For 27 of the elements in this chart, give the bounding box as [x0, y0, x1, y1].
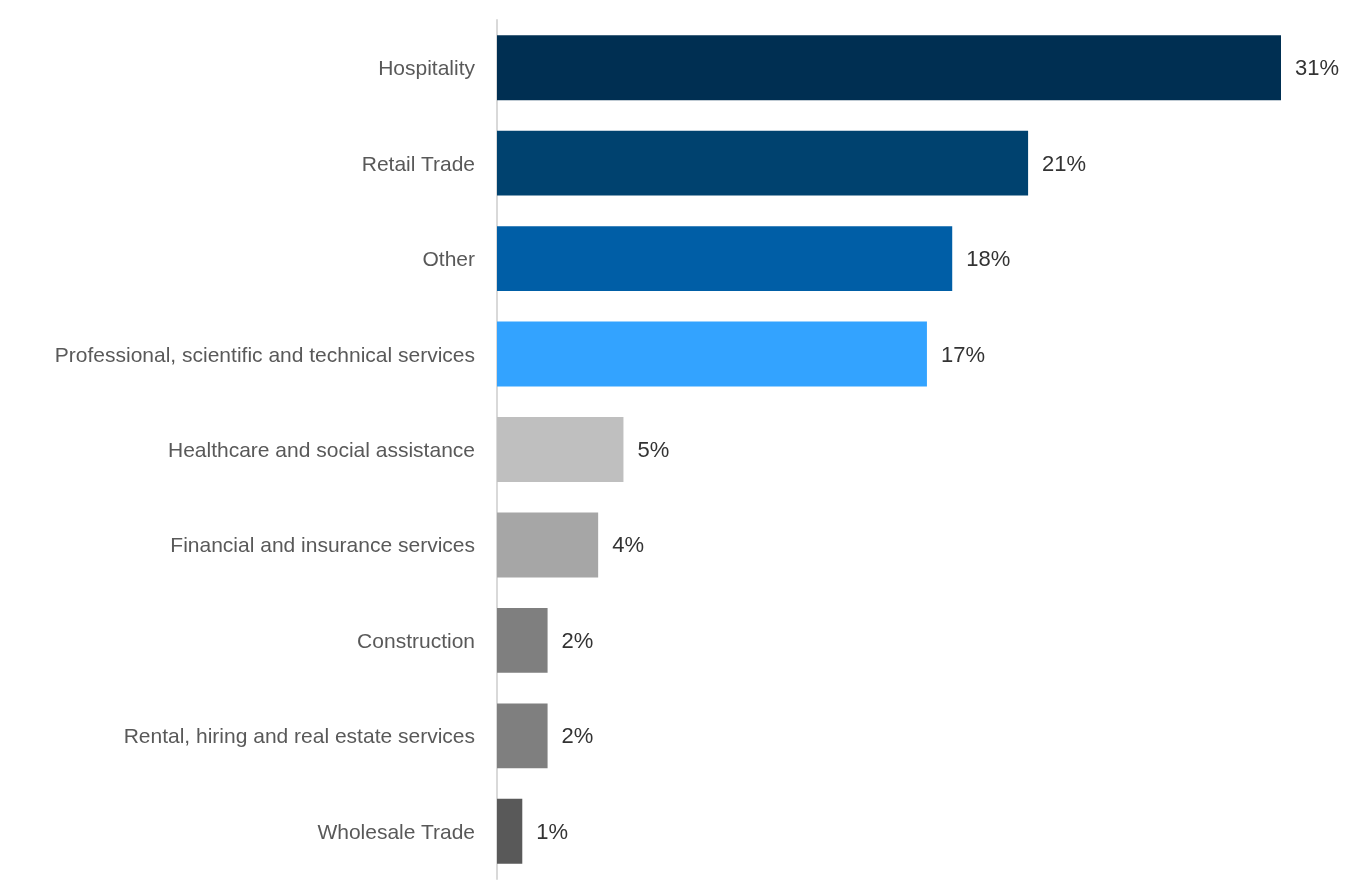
bar [497, 512, 599, 578]
bar [497, 226, 953, 292]
data-label: 31% [1295, 55, 1340, 81]
data-label: 21% [1042, 150, 1087, 176]
bar [497, 321, 927, 387]
data-label: 4% [612, 532, 644, 558]
bar [497, 130, 1029, 196]
data-label: 17% [940, 341, 985, 367]
y-tick-label: Other [422, 247, 475, 271]
y-tick-label: Retail Trade [361, 151, 475, 175]
y-tick-label: Rental, hiring and real estate services [123, 724, 475, 748]
y-tick-label: Financial and insurance services [170, 533, 475, 557]
y-tick-label: Healthcare and social assistance [167, 438, 475, 461]
data-label: 1% [536, 818, 569, 844]
y-tick-label: Wholesale Trade [317, 819, 475, 843]
data-label: 2% [561, 723, 594, 749]
data-label: 18% [966, 246, 1011, 272]
bar [497, 35, 1281, 101]
data-label: 5% [637, 437, 670, 462]
bar [497, 417, 624, 482]
data-label: 2% [561, 627, 594, 653]
bar [497, 607, 548, 673]
y-tick-label: Construction [357, 628, 475, 652]
y-tick-label: Hospitality [378, 56, 476, 80]
bar [497, 703, 548, 769]
y-tick-label: Professional, scientific and technical services [54, 342, 475, 366]
bar [497, 798, 523, 864]
